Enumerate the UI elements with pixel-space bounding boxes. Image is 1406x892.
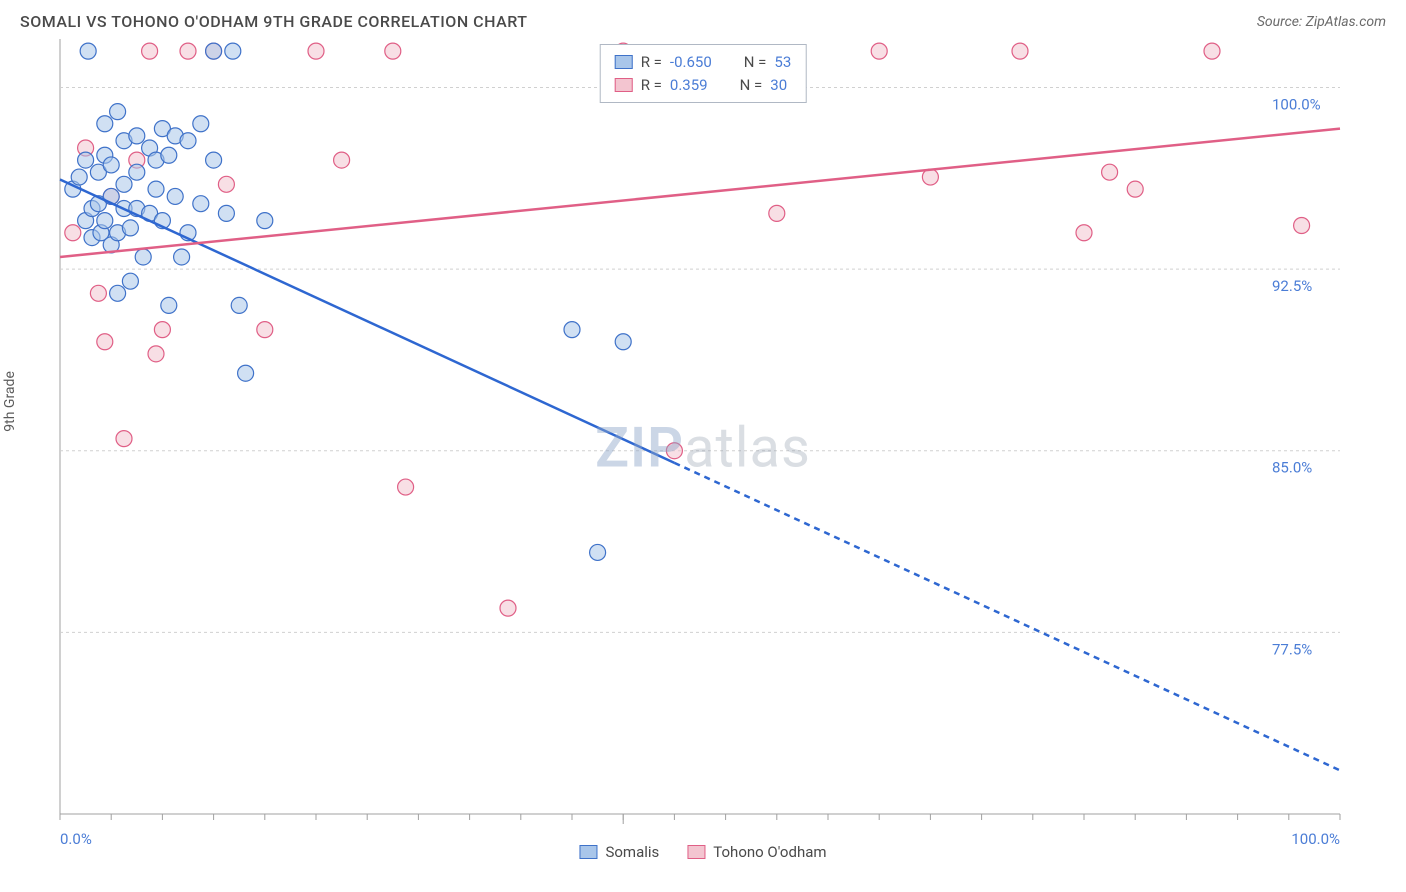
tohono-point <box>90 285 106 301</box>
somalis-point <box>135 249 151 265</box>
tohono-point <box>769 205 785 221</box>
legend-row-somalis: R = -0.650 N = 53 <box>615 51 792 74</box>
y-tick-label: 100.0% <box>1272 95 1321 113</box>
tohono-point <box>1127 181 1143 197</box>
scatter-chart: 100.0% 92.5% 85.0% 77.5% 0.0% 100.0% <box>20 39 1386 869</box>
tohono-point <box>334 152 350 168</box>
legend-item-somalis: Somalis <box>579 843 659 861</box>
somalis-point <box>116 176 132 192</box>
tohono-point <box>871 43 887 59</box>
tohono-trendline <box>60 129 1340 257</box>
r-value: -0.650 <box>670 51 712 74</box>
r-label: R = <box>641 74 662 97</box>
somalis-point <box>122 220 138 236</box>
tohono-point <box>154 322 170 338</box>
somalis-point <box>78 152 94 168</box>
tohono-point <box>398 479 414 495</box>
somalis-point <box>110 104 126 120</box>
somalis-point <box>193 196 209 212</box>
x-tick-label: 100.0% <box>1291 830 1340 848</box>
tohono-point <box>257 322 273 338</box>
somalis-point <box>225 43 241 59</box>
tohono-point <box>180 43 196 59</box>
somalis-point <box>148 181 164 197</box>
somalis-point <box>97 213 113 229</box>
chart-container: 9th Grade 100.0%92.5%85.0%77.5%0.0%100.0… <box>20 39 1386 869</box>
somalis-swatch <box>615 55 633 69</box>
tohono-point <box>97 334 113 350</box>
somalis-point <box>71 169 87 185</box>
somalis-point <box>257 213 273 229</box>
somalis-point <box>231 297 247 313</box>
somalis-point <box>206 43 222 59</box>
legend-label: Somalis <box>605 843 659 861</box>
somalis-point <box>206 152 222 168</box>
tohono-swatch <box>615 78 633 92</box>
series-legend: Somalis Tohono O'odham <box>579 843 826 861</box>
chart-title: SOMALI VS TOHONO O'ODHAM 9TH GRADE CORRE… <box>20 12 527 31</box>
somalis-point <box>122 273 138 289</box>
somalis-point <box>238 365 254 381</box>
somalis-point <box>180 133 196 149</box>
tohono-point <box>500 600 516 616</box>
somalis-point <box>564 322 580 338</box>
tohono-point <box>385 43 401 59</box>
somalis-point <box>590 544 606 560</box>
somalis-point <box>110 285 126 301</box>
somalis-point <box>129 128 145 144</box>
tohono-swatch <box>687 845 705 859</box>
somalis-swatch <box>579 845 597 859</box>
tohono-point <box>142 43 158 59</box>
somalis-point <box>193 116 209 132</box>
legend-label: Tohono O'odham <box>713 843 826 861</box>
somalis-point <box>103 157 119 173</box>
correlation-legend: R =-0.650N =53R =0.359N =30 <box>600 44 807 103</box>
tohono-point <box>148 346 164 362</box>
x-tick-label: 0.0% <box>60 830 92 848</box>
tohono-point <box>1076 225 1092 241</box>
somalis-trendline <box>60 179 674 462</box>
y-axis-label: 9th Grade <box>2 371 18 432</box>
tohono-point <box>1012 43 1028 59</box>
somalis-point <box>80 43 96 59</box>
somalis-point <box>615 334 631 350</box>
n-label: N = <box>744 51 767 74</box>
somalis-point <box>218 205 234 221</box>
tohono-point <box>65 225 81 241</box>
y-tick-label: 85.0% <box>1272 459 1312 477</box>
somalis-point <box>161 297 177 313</box>
y-tick-label: 77.5% <box>1272 640 1312 658</box>
y-tick-label: 92.5% <box>1272 277 1312 295</box>
n-value: 53 <box>774 51 791 74</box>
n-value: 30 <box>770 74 787 97</box>
somalis-point <box>161 147 177 163</box>
somalis-point <box>167 188 183 204</box>
chart-header: SOMALI VS TOHONO O'ODHAM 9TH GRADE CORRE… <box>0 0 1406 39</box>
tohono-point <box>308 43 324 59</box>
tohono-point <box>666 443 682 459</box>
somalis-point <box>129 164 145 180</box>
somalis-point <box>97 116 113 132</box>
tohono-point <box>1294 217 1310 233</box>
tohono-point <box>218 176 234 192</box>
legend-row-tohono: R = 0.359 N = 30 <box>615 74 792 97</box>
tohono-point <box>1204 43 1220 59</box>
somalis-trendline-dash <box>674 463 1340 771</box>
tohono-point <box>116 431 132 447</box>
tohono-point <box>1102 164 1118 180</box>
somalis-point <box>174 249 190 265</box>
r-label: R = <box>641 51 662 74</box>
legend-item-tohono: Tohono O'odham <box>687 843 826 861</box>
n-label: N = <box>740 74 763 97</box>
r-value: 0.359 <box>670 74 708 97</box>
chart-source: Source: ZipAtlas.com <box>1257 14 1386 30</box>
